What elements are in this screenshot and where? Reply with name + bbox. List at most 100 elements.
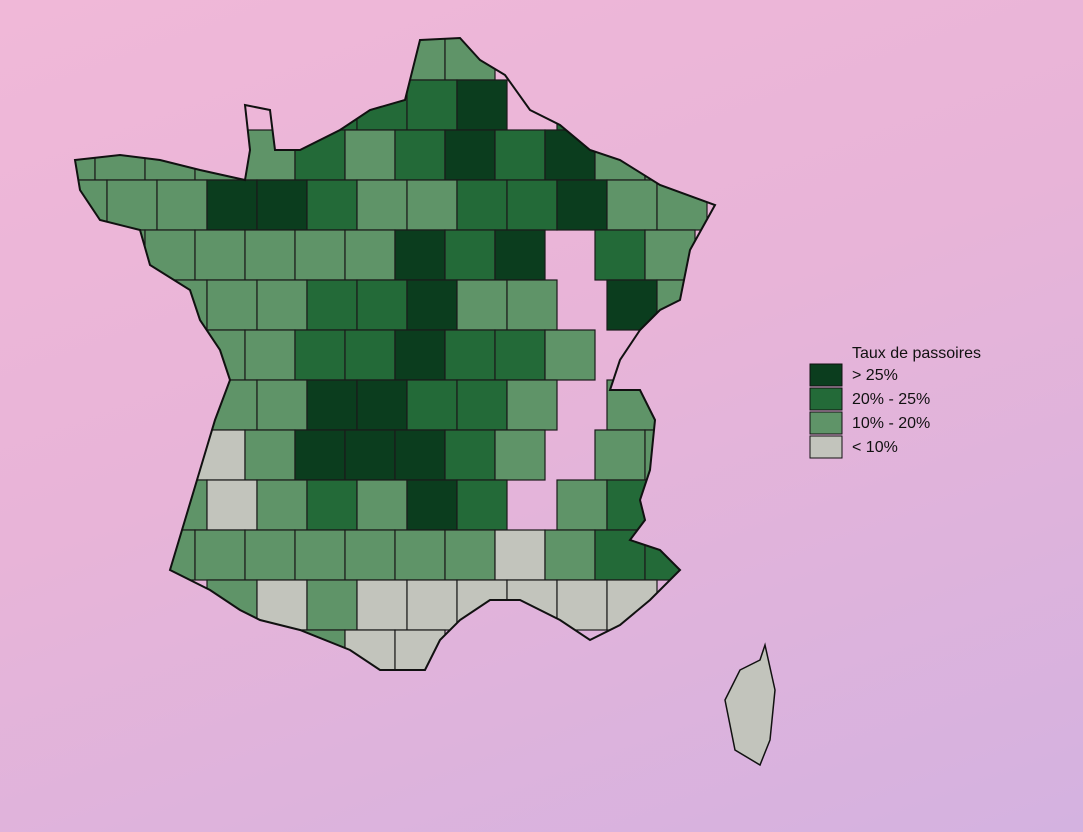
legend: Taux de passoires > 25% 20% - 25% 10% - 20… [809,345,981,459]
department [544,529,596,581]
department [344,629,396,670]
department [344,429,396,481]
department [344,529,396,581]
department [644,229,696,281]
department [256,379,308,431]
department [644,129,696,181]
department [256,179,308,231]
department [306,479,358,531]
department [556,479,608,531]
department [344,129,396,181]
department [706,579,715,631]
department [294,529,346,581]
department [406,279,458,331]
department [394,229,446,281]
department [156,179,208,231]
department [294,129,346,181]
department [644,529,696,581]
department [156,479,208,531]
department [394,629,446,670]
department [306,579,358,631]
department [394,329,446,381]
department [344,329,396,381]
department [394,429,446,481]
department [494,429,546,481]
department [306,279,358,331]
department [294,429,346,481]
department [194,329,246,381]
department [594,529,646,581]
department [294,229,346,281]
department [444,129,496,181]
department [206,479,258,531]
department [244,429,296,481]
departments [75,38,795,670]
department [256,279,308,331]
department [406,79,458,131]
department [406,579,458,631]
department [606,179,658,231]
department [206,279,258,331]
department [444,429,496,481]
department [556,179,608,231]
department [75,179,108,231]
department [356,579,408,631]
legend-title: Taux de passoires [852,345,981,362]
department [356,379,408,431]
department [194,229,246,281]
department [106,179,158,231]
department [356,179,408,231]
legend-swatch [809,435,843,459]
department [244,229,296,281]
department [444,229,496,281]
department [244,329,296,381]
legend-label: 10% - 20% [852,415,930,432]
department [606,379,658,431]
department [494,329,546,381]
department [194,529,246,581]
department [94,229,146,281]
department [394,529,446,581]
legend-swatch [809,363,843,387]
department [456,179,508,231]
france-outline [73,36,717,671]
department [144,129,196,181]
department [356,79,408,131]
department [506,279,558,331]
department [406,179,458,231]
department [244,129,296,181]
department [656,479,708,531]
department [156,279,208,331]
department [494,229,546,281]
department [544,329,596,381]
department [444,529,496,581]
department [606,579,658,631]
department [456,279,508,331]
department [456,379,508,431]
department [506,379,558,431]
department [494,529,546,581]
department [144,529,196,581]
department [406,479,458,531]
legend-swatch [809,411,843,435]
department [606,479,658,531]
department [594,229,646,281]
department [745,530,795,580]
department [656,379,708,431]
department [306,179,358,231]
department [356,479,408,531]
department [394,129,446,181]
department [344,229,396,281]
department [394,38,446,81]
department [244,529,296,581]
department [256,479,308,531]
department [456,479,508,531]
corsica [724,642,776,767]
department [494,129,546,181]
department [75,129,96,181]
department [444,329,496,381]
legend-label: 20% - 25% [852,391,930,408]
department [506,179,558,231]
